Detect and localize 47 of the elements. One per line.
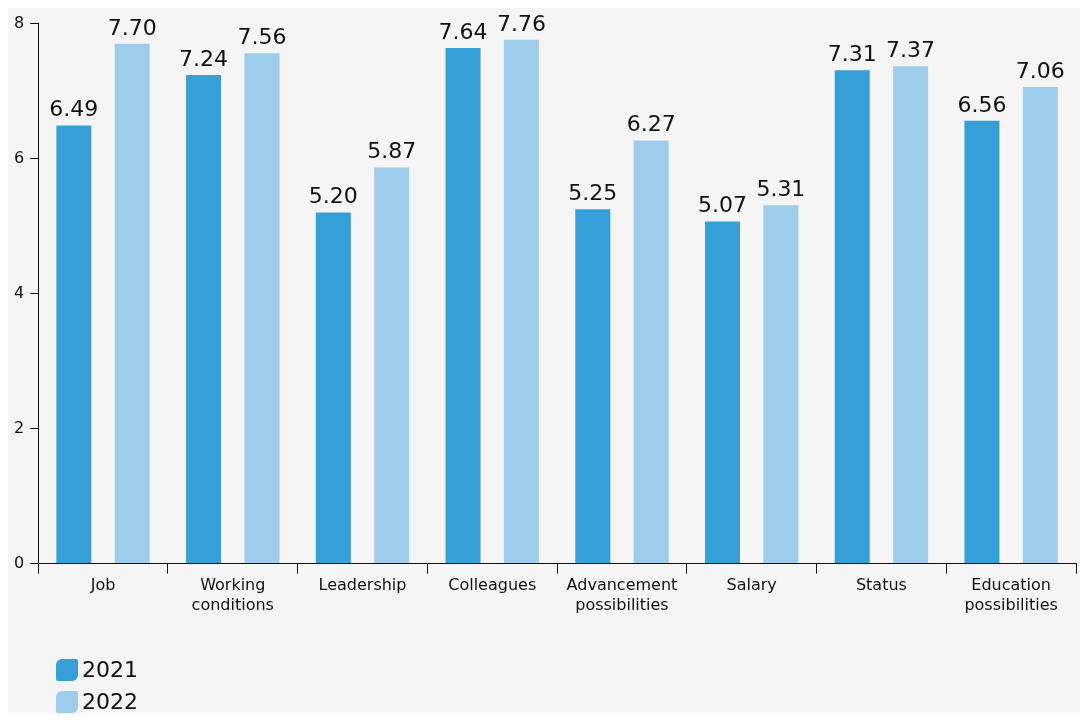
legend-label: 2021	[82, 656, 138, 684]
x-tick-label: Status	[855, 575, 907, 595]
legend-label: 2022	[82, 688, 138, 716]
x-tick-label: Leadership	[318, 575, 407, 595]
bar	[114, 43, 150, 564]
data-label: 6.56	[957, 91, 1007, 117]
x-tick-label: Colleagues	[448, 575, 537, 595]
bar	[1022, 87, 1058, 564]
bar	[964, 120, 1000, 564]
bar	[186, 74, 222, 564]
bar	[763, 205, 799, 564]
data-label: 7.70	[107, 14, 157, 40]
bar	[56, 125, 92, 564]
x-tick-label: Education possibilities	[964, 575, 1058, 614]
bar	[445, 47, 481, 564]
data-label: 7.76	[496, 10, 546, 36]
data-label: 5.20	[308, 183, 358, 209]
data-label: 7.06	[1015, 57, 1065, 83]
y-tick-label: 2	[13, 417, 25, 437]
bar	[374, 167, 410, 564]
bar	[893, 66, 929, 564]
bar	[244, 53, 280, 564]
y-tick-label: 8	[13, 12, 25, 32]
bar	[633, 140, 669, 564]
data-label: 5.25	[568, 179, 618, 205]
bar	[704, 221, 741, 564]
x-tick-label: Job	[89, 575, 116, 595]
y-tick-label: 6	[13, 147, 25, 167]
data-label: 7.31	[827, 40, 877, 66]
data-label: 5.31	[756, 175, 806, 201]
x-tick-label: Working conditions	[191, 575, 274, 614]
data-label: 6.49	[49, 96, 99, 122]
data-label: 5.87	[367, 138, 417, 164]
bar	[575, 209, 611, 564]
x-tick-label: Salary	[726, 575, 777, 595]
y-tick-label: 4	[13, 282, 25, 302]
data-label: 7.24	[179, 45, 229, 71]
data-label: 6.27	[626, 111, 676, 137]
data-label: 7.64	[438, 18, 488, 44]
x-tick-label: Advancement possibilities	[566, 575, 678, 614]
data-label: 5.07	[698, 192, 747, 218]
y-tick-label: 0	[13, 552, 25, 572]
data-label: 7.37	[886, 36, 936, 62]
bar	[834, 70, 870, 564]
data-label: 7.56	[237, 24, 287, 50]
bar	[503, 39, 539, 564]
bar	[315, 212, 351, 564]
